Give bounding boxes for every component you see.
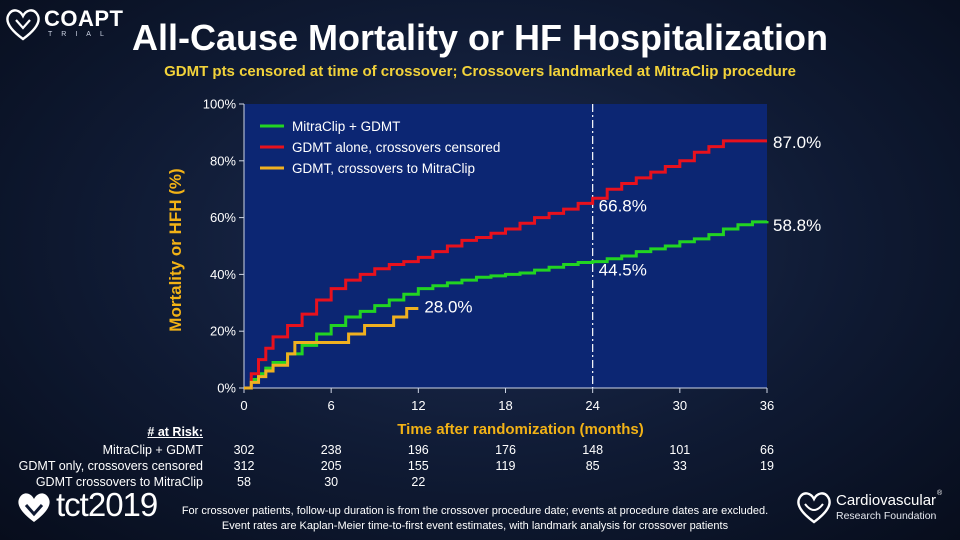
series-line-1 — [244, 139, 767, 390]
x-axis-label: Time after randomization (months) — [397, 421, 643, 438]
at-risk-value: 66 — [760, 443, 774, 457]
slide-title: All-Cause Mortality or HF Hospitalizatio… — [131, 17, 829, 58]
tct-heart-icon — [18, 493, 50, 522]
crf-registered-mark: ® — [937, 490, 943, 497]
at-risk-value: 205 — [320, 459, 342, 473]
at-risk-value: 58 — [237, 475, 251, 489]
at-risk-row-label: GDMT only, crossovers censored — [18, 459, 203, 473]
at-risk-row-label: GDMT crossovers to MitraClip — [35, 475, 203, 489]
y-tick-label: 40% — [210, 267, 236, 282]
at-risk-value: 155 — [407, 459, 429, 473]
value-annotation: 28.0% — [424, 297, 472, 316]
crf-subtitle: Research Foundation — [836, 510, 937, 522]
series-line-2 — [244, 306, 419, 390]
legend-label-0: MitraClip + GDMT — [292, 119, 400, 134]
at-risk-row-label: MitraClip + GDMT — [102, 443, 203, 457]
x-tick-label: 0 — [240, 398, 247, 413]
legend-label-1: GDMT alone, crossovers censored — [292, 140, 500, 155]
value-annotation: 58.8% — [773, 216, 821, 235]
series-line-0 — [244, 220, 769, 390]
x-tick-label: 24 — [585, 398, 599, 413]
at-risk-value: 302 — [233, 443, 255, 457]
at-risk-header: # at Risk: — [147, 425, 203, 439]
value-annotation: 44.5% — [599, 261, 647, 280]
at-risk-value: 148 — [582, 443, 604, 457]
at-risk-value: 101 — [669, 443, 691, 457]
tct-brand-text: tct2019 — [56, 486, 158, 523]
coapt-logo-text: COAPT — [44, 6, 124, 31]
coapt-logo-subtext: TRIAL — [48, 31, 113, 38]
y-tick-label: 0% — [217, 381, 236, 396]
y-axis-label: Mortality or HFH (%) — [166, 168, 185, 331]
footnote: For crossover patients, follow-up durati… — [150, 504, 800, 534]
at-risk-value: 176 — [495, 443, 516, 457]
at-risk-value: 312 — [233, 459, 255, 473]
at-risk-value: 33 — [672, 459, 687, 473]
value-annotation: 87.0% — [773, 133, 821, 152]
y-tick-label: 60% — [210, 210, 236, 225]
footnote-line-1: For crossover patients, follow-up durati… — [181, 505, 769, 517]
crf-logo: Cardiovascular ® Research Foundation — [796, 490, 956, 526]
at-risk-value: 85 — [585, 459, 600, 473]
y-tick-label: 20% — [210, 324, 236, 339]
x-tick-label: 6 — [328, 398, 335, 413]
coapt-trial-logo: COAPT TRIAL — [4, 4, 124, 44]
x-tick-label: 12 — [411, 398, 425, 413]
heart-valve-icon — [6, 9, 40, 41]
at-risk-value: 22 — [411, 475, 426, 489]
crf-name: Cardiovascular — [836, 492, 937, 509]
footnote-line-2: Event rates are Kaplan-Meier time-to-fir… — [221, 520, 729, 532]
at-risk-value: 196 — [407, 443, 429, 457]
x-tick-label: 36 — [760, 398, 774, 413]
tct2019-logo: tct2019 — [16, 486, 166, 526]
at-risk-value: 19 — [760, 459, 774, 473]
y-tick-label: 100% — [203, 97, 237, 112]
crf-heart-icon — [797, 492, 831, 524]
y-tick-label: 80% — [210, 153, 236, 168]
slide-subtitle: GDMT pts censored at time of crossover; … — [164, 63, 796, 80]
at-risk-value: 30 — [324, 475, 339, 489]
at-risk-value: 119 — [495, 459, 516, 473]
x-tick-label: 30 — [673, 398, 687, 413]
x-tick-label: 18 — [498, 398, 512, 413]
value-annotation: 66.8% — [599, 196, 647, 215]
at-risk-value: 238 — [320, 443, 342, 457]
legend-label-2: GDMT, crossovers to MitraClip — [292, 161, 475, 176]
